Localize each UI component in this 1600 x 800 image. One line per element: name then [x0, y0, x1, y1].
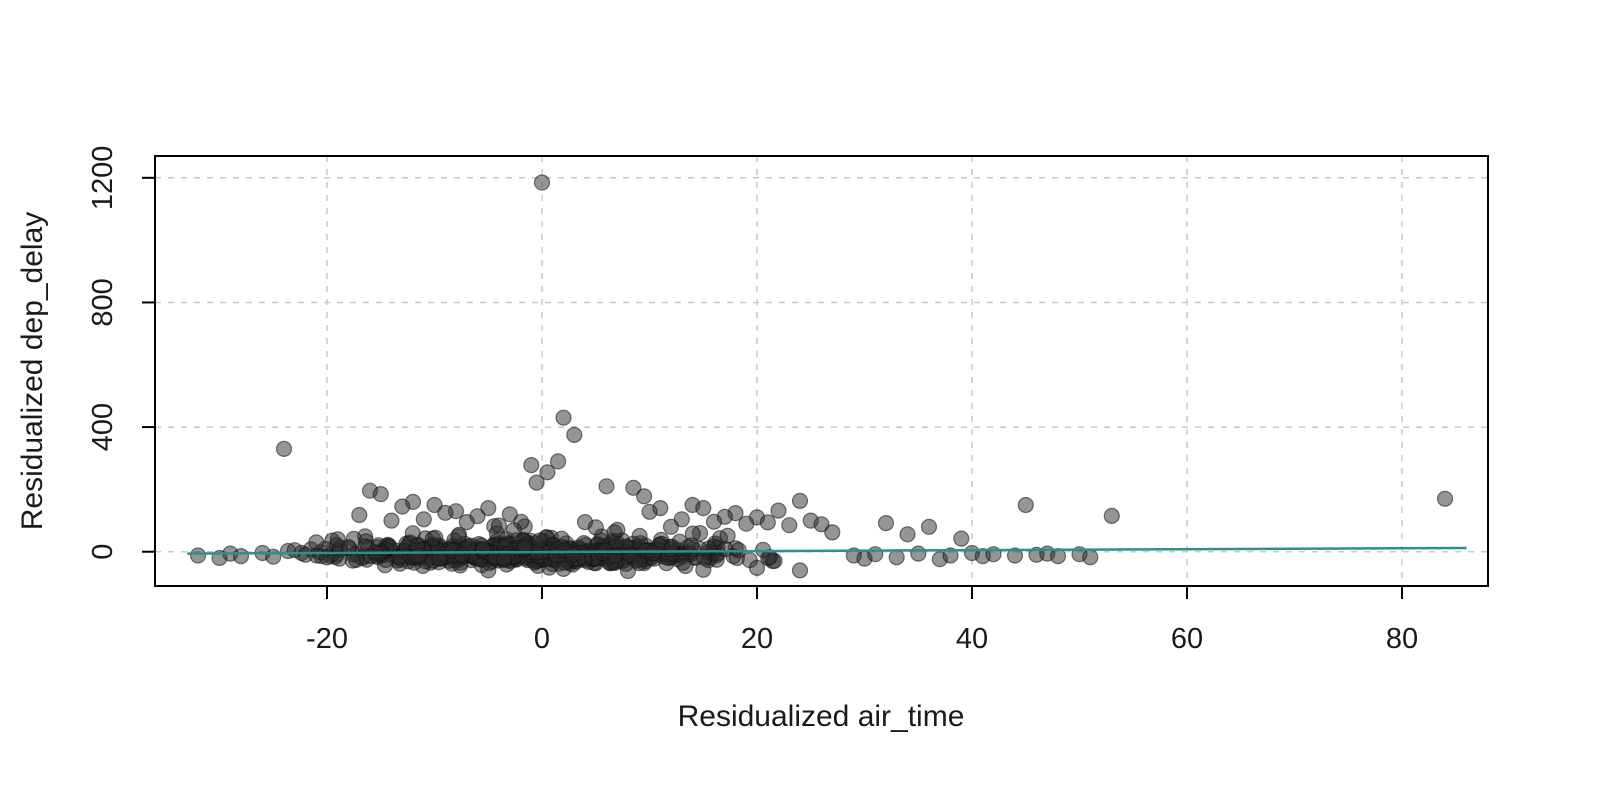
point: [564, 546, 582, 563]
point: [630, 554, 648, 572]
point: [555, 409, 572, 426]
point: [695, 561, 712, 578]
regression-line: [187, 546, 1467, 555]
point: [383, 512, 400, 529]
point: [683, 537, 700, 554]
x-tick-label: 60: [1171, 623, 1203, 655]
point: [677, 557, 694, 575]
point: [1017, 496, 1034, 514]
y-tick-label: 400: [87, 403, 119, 451]
point: [695, 500, 712, 517]
point: [533, 174, 551, 191]
point: [663, 541, 680, 558]
point: [426, 496, 443, 514]
y-tick-label: 800: [87, 278, 119, 326]
point: [791, 492, 809, 509]
point: [867, 546, 884, 563]
point: [1436, 490, 1454, 507]
point: [598, 478, 615, 495]
point: [1006, 547, 1024, 564]
point: [528, 474, 545, 491]
point: [340, 538, 357, 556]
point: [920, 518, 938, 535]
point: [297, 546, 314, 563]
point: [555, 560, 572, 578]
point: [458, 513, 475, 531]
x-axis-title: Residualized air_time: [678, 700, 965, 733]
point: [641, 503, 658, 520]
point: [770, 502, 787, 519]
y-tick-label: 1200: [87, 146, 119, 211]
x-tick-label: 20: [741, 623, 773, 655]
point: [351, 506, 368, 524]
point: [719, 527, 736, 544]
point: [480, 562, 497, 579]
point: [431, 550, 448, 567]
point: [953, 530, 970, 547]
point: [748, 559, 766, 577]
data-points: [189, 174, 1454, 580]
point: [308, 534, 325, 551]
point: [549, 453, 567, 470]
x-tick-label: -20: [306, 623, 348, 655]
point: [450, 528, 467, 545]
x-tick-label: 0: [534, 623, 550, 655]
point: [523, 457, 540, 474]
point: [480, 500, 497, 517]
point: [635, 488, 653, 505]
point: [1082, 549, 1099, 566]
fit-line: [187, 546, 1467, 555]
axis-ticks: [142, 176, 1403, 599]
point: [759, 514, 776, 531]
plot-border: [154, 155, 1489, 587]
point: [566, 426, 583, 443]
y-tick-label: 0: [87, 544, 119, 560]
point: [505, 521, 523, 539]
point: [877, 514, 895, 532]
point: [408, 537, 425, 554]
x-tick-label: 40: [956, 623, 988, 655]
point: [606, 547, 624, 564]
point: [501, 506, 518, 523]
point: [424, 530, 441, 547]
point: [475, 540, 492, 557]
point: [791, 562, 809, 579]
point: [645, 544, 662, 562]
point: [394, 498, 411, 515]
point: [1103, 507, 1120, 525]
point: [189, 547, 207, 564]
point: [344, 552, 361, 569]
point: [275, 440, 293, 457]
point: [910, 545, 927, 562]
point: [738, 515, 755, 532]
point: [437, 504, 454, 521]
x-tick-label: 80: [1386, 623, 1418, 655]
point: [516, 538, 534, 555]
point: [265, 548, 282, 565]
point: [625, 479, 642, 496]
point: [824, 524, 841, 541]
point: [813, 516, 830, 533]
point: [232, 547, 250, 565]
point: [942, 547, 959, 564]
y-axis-title: Residualized dep_delay: [16, 212, 49, 531]
point: [587, 519, 604, 536]
point: [539, 464, 556, 481]
point: [619, 562, 637, 580]
point: [453, 546, 470, 563]
point: [372, 486, 389, 503]
point: [781, 517, 798, 534]
point: [899, 526, 916, 543]
point: [609, 521, 626, 539]
point: [662, 518, 680, 535]
point: [490, 517, 508, 534]
point: [717, 540, 734, 558]
point: [415, 511, 432, 528]
point: [705, 513, 723, 530]
point: [888, 549, 905, 566]
